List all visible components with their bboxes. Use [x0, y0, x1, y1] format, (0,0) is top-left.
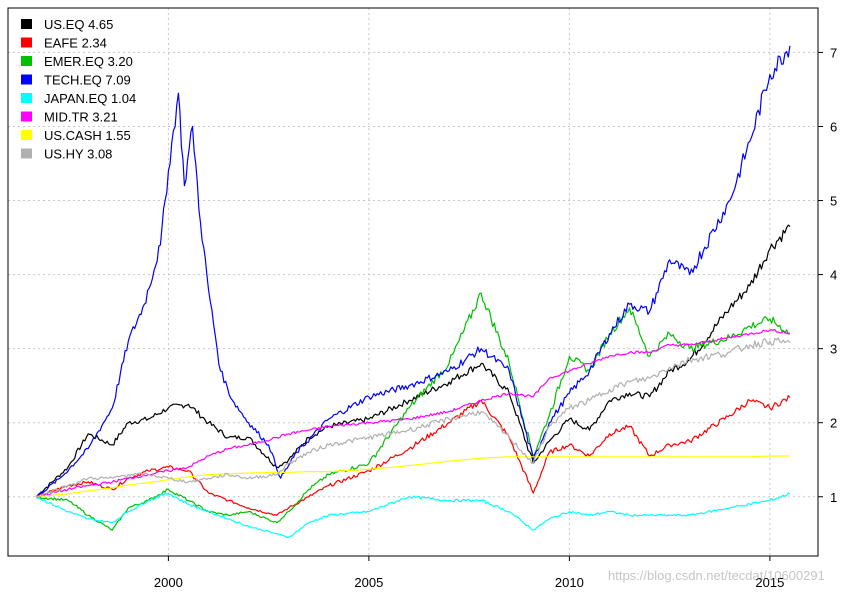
y-tick-label: 5 [830, 194, 837, 209]
y-axis: 1 2 3 4 5 6 7 [818, 45, 837, 505]
legend-swatch [21, 74, 32, 85]
y-tick-label: 1 [830, 490, 837, 505]
y-tick-label: 4 [830, 268, 837, 283]
watermark-text: https://blog.csdn.net/tecdat/10600291 [608, 568, 825, 583]
series-line-us-hy [35, 337, 791, 498]
x-axis: 2000 2005 2010 2015 [154, 556, 784, 590]
legend-label: JAPAN.EQ 1.04 [44, 91, 136, 106]
x-tick-label: 2015 [755, 575, 784, 590]
series-line-tech-eq [35, 45, 791, 498]
legend-swatch [21, 148, 32, 159]
legend-swatch [21, 37, 32, 48]
legend-label: TECH.EQ 7.09 [44, 73, 131, 88]
x-tick-label: 2000 [154, 575, 183, 590]
legend-swatch [21, 93, 32, 103]
legend-swatch [21, 56, 32, 66]
series-line-japan-eq [35, 492, 791, 539]
series-line-mid-tr [35, 329, 791, 498]
legend-label: US.EQ 4.65 [44, 17, 113, 32]
y-tick-label: 7 [830, 45, 837, 60]
series-line-us-eq [35, 224, 791, 498]
legend-label: MID.TR 3.21 [44, 110, 118, 125]
series-line-eafe [35, 395, 791, 516]
legend-label: US.CASH 1.55 [44, 128, 131, 143]
legend-swatch [21, 111, 32, 122]
x-tick-label: 2010 [555, 575, 584, 590]
legend-label: US.HY 3.08 [44, 147, 112, 162]
legend-swatch [21, 19, 32, 29]
legend-swatch [21, 130, 32, 140]
y-tick-label: 2 [830, 416, 837, 431]
y-tick-label: 6 [830, 119, 837, 134]
legend-label: EAFE 2.34 [44, 36, 107, 51]
y-tick-label: 3 [830, 342, 837, 357]
series-line-emer-eq [35, 292, 790, 531]
plot-frame [7, 7, 819, 557]
legend: US.EQ 4.65 EAFE 2.34 EMER.EQ 3.20 TECH.EQ 7… [21, 17, 136, 162]
series-layer [35, 45, 791, 539]
x-tick-label: 2005 [354, 575, 383, 590]
legend-label: EMER.EQ 3.20 [44, 54, 133, 69]
series-line-us-cash [36, 455, 790, 498]
